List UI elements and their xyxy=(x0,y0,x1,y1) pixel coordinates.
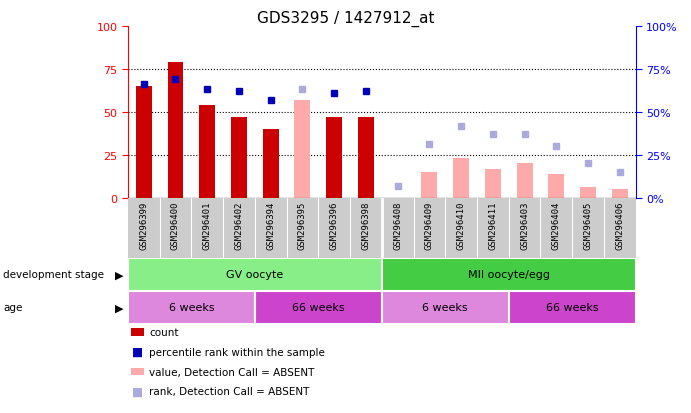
Text: ▶: ▶ xyxy=(115,270,123,280)
Text: percentile rank within the sample: percentile rank within the sample xyxy=(149,347,325,357)
Text: GSM296406: GSM296406 xyxy=(616,201,625,249)
Text: count: count xyxy=(149,327,179,337)
Bar xyxy=(255,291,381,324)
Text: GSM296403: GSM296403 xyxy=(520,201,529,249)
Text: GSM296394: GSM296394 xyxy=(266,201,275,249)
Bar xyxy=(128,258,381,291)
Bar xyxy=(580,188,596,198)
Bar xyxy=(517,164,533,198)
Text: GSM296404: GSM296404 xyxy=(552,201,561,249)
Text: 66 weeks: 66 weeks xyxy=(546,303,598,313)
Text: GDS3295 / 1427912_at: GDS3295 / 1427912_at xyxy=(257,10,434,26)
Text: ■: ■ xyxy=(132,345,143,358)
Text: GSM296402: GSM296402 xyxy=(234,201,243,249)
Text: age: age xyxy=(3,303,23,313)
Text: ■: ■ xyxy=(132,385,143,398)
Text: MII oocyte/egg: MII oocyte/egg xyxy=(468,270,550,280)
Text: GSM296396: GSM296396 xyxy=(330,201,339,249)
Text: 66 weeks: 66 weeks xyxy=(292,303,345,313)
Bar xyxy=(294,100,310,198)
Text: GSM296400: GSM296400 xyxy=(171,201,180,249)
Bar xyxy=(128,291,255,324)
Text: 6 weeks: 6 weeks xyxy=(169,303,214,313)
Bar xyxy=(199,106,215,198)
Text: GSM296408: GSM296408 xyxy=(393,201,402,249)
Bar xyxy=(231,118,247,198)
Text: value, Detection Call = ABSENT: value, Detection Call = ABSENT xyxy=(149,367,314,377)
Text: GSM296398: GSM296398 xyxy=(361,201,370,249)
Text: GSM296411: GSM296411 xyxy=(489,201,498,249)
Bar xyxy=(612,190,628,198)
Bar xyxy=(422,173,437,198)
Bar xyxy=(509,291,636,324)
Text: GV oocyte: GV oocyte xyxy=(226,270,283,280)
Text: rank, Detection Call = ABSENT: rank, Detection Call = ABSENT xyxy=(149,387,310,396)
Bar xyxy=(485,169,501,198)
Bar xyxy=(167,63,183,198)
Text: ▶: ▶ xyxy=(115,303,123,313)
Text: GSM296399: GSM296399 xyxy=(139,201,148,249)
Bar xyxy=(453,159,469,198)
Bar xyxy=(263,130,278,198)
Text: GSM296401: GSM296401 xyxy=(202,201,211,249)
Text: GSM296405: GSM296405 xyxy=(584,201,593,249)
Bar xyxy=(549,174,565,198)
Bar xyxy=(381,258,636,291)
Bar xyxy=(326,118,342,198)
Text: GSM296395: GSM296395 xyxy=(298,201,307,249)
Text: GSM296410: GSM296410 xyxy=(457,201,466,249)
Text: 6 weeks: 6 weeks xyxy=(422,303,468,313)
Bar xyxy=(135,87,151,198)
Bar xyxy=(358,118,374,198)
Bar xyxy=(381,291,509,324)
Text: GSM296409: GSM296409 xyxy=(425,201,434,249)
Text: development stage: development stage xyxy=(3,270,104,280)
